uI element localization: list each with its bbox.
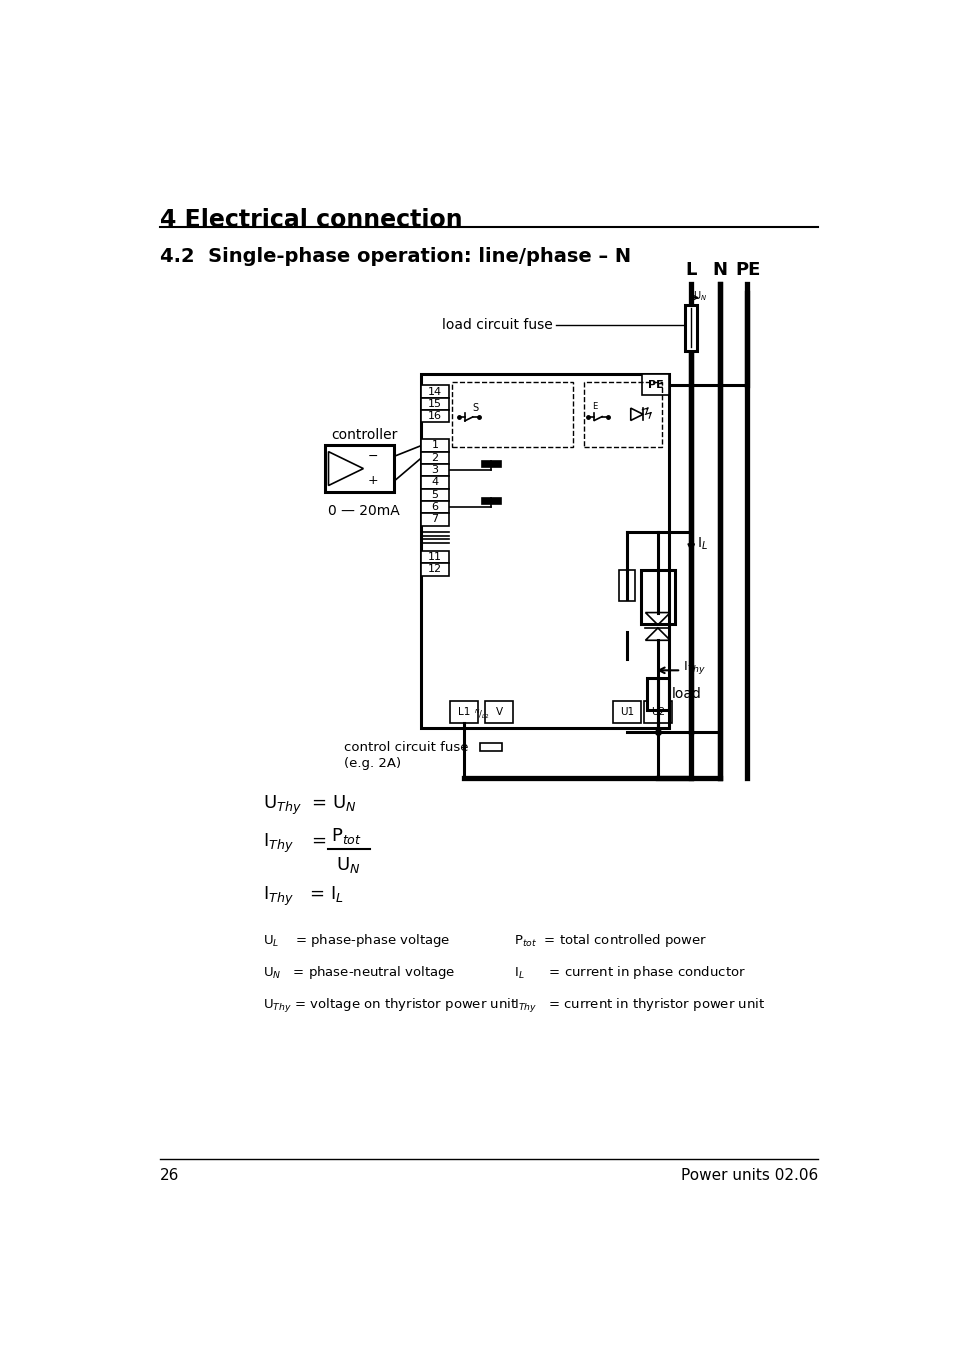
Text: Power units 02.06: Power units 02.06 <box>680 1167 818 1182</box>
Text: 11: 11 <box>428 553 441 562</box>
Text: E: E <box>592 403 597 411</box>
Bar <box>643 701 671 723</box>
Text: 14: 14 <box>428 386 441 397</box>
Bar <box>421 463 448 477</box>
Text: 12: 12 <box>428 565 441 574</box>
Text: PE: PE <box>647 380 662 389</box>
Text: U$_{Thy}$ = voltage on thyristor power unit: U$_{Thy}$ = voltage on thyristor power u… <box>262 997 517 1015</box>
Text: +: + <box>367 474 377 488</box>
Bar <box>618 570 634 601</box>
Text: (e.g. 2A): (e.g. 2A) <box>344 757 400 770</box>
Bar <box>421 439 448 451</box>
Text: V: V <box>495 707 502 717</box>
Text: 16: 16 <box>428 411 441 422</box>
Bar <box>421 551 448 563</box>
Bar <box>421 501 448 513</box>
Text: U2: U2 <box>650 707 664 717</box>
Text: I$_L$: I$_L$ <box>696 536 707 553</box>
Text: I$_{Thy}$: I$_{Thy}$ <box>682 659 706 676</box>
Bar <box>646 678 668 711</box>
Bar <box>612 701 640 723</box>
Bar <box>421 397 448 411</box>
Text: 26: 26 <box>159 1167 179 1182</box>
Text: 6: 6 <box>431 503 438 512</box>
Text: =: = <box>311 832 325 850</box>
Text: $^N$/$_{L2}$: $^N$/$_{L2}$ <box>474 708 490 721</box>
Bar <box>421 477 448 489</box>
Bar <box>450 701 477 723</box>
Text: U$_L$    = phase-phase voltage: U$_L$ = phase-phase voltage <box>262 932 450 950</box>
Text: L: L <box>685 261 696 280</box>
Text: I$_{Thy}$: I$_{Thy}$ <box>262 832 294 855</box>
Text: U$_{Thy}$  = U$_N$: U$_{Thy}$ = U$_N$ <box>262 793 356 817</box>
Text: L1: L1 <box>457 707 470 717</box>
Text: P$_{tot}$: P$_{tot}$ <box>331 825 361 846</box>
Bar <box>480 743 501 751</box>
Bar <box>421 451 448 463</box>
Text: 7: 7 <box>431 515 438 524</box>
Text: 0 — 20mA: 0 — 20mA <box>328 504 400 517</box>
Text: PE: PE <box>735 261 760 280</box>
Bar <box>452 381 572 447</box>
Text: P$_{tot}$  = total controlled power: P$_{tot}$ = total controlled power <box>514 932 707 950</box>
Text: I$_{Thy}$   = I$_L$: I$_{Thy}$ = I$_L$ <box>262 885 343 908</box>
Bar <box>421 411 448 423</box>
Bar <box>421 385 448 397</box>
Bar <box>640 570 674 624</box>
Bar <box>583 381 661 447</box>
Text: 1: 1 <box>431 440 438 450</box>
Text: 4.2  Single-phase operation: line/phase – N: 4.2 Single-phase operation: line/phase –… <box>159 247 630 266</box>
Bar <box>484 701 513 723</box>
Text: 3: 3 <box>431 465 438 476</box>
Text: N: N <box>712 261 726 280</box>
Bar <box>481 461 500 467</box>
Text: load circuit fuse: load circuit fuse <box>442 319 553 332</box>
Text: control circuit fuse: control circuit fuse <box>344 742 468 754</box>
Bar <box>684 304 697 351</box>
Bar <box>421 374 669 728</box>
Text: I$_L$      = current in phase conductor: I$_L$ = current in phase conductor <box>514 965 745 981</box>
Text: U$_N$   = phase-neutral voltage: U$_N$ = phase-neutral voltage <box>262 965 455 981</box>
Bar <box>421 513 448 526</box>
Bar <box>324 446 394 492</box>
Bar <box>641 374 669 396</box>
Text: U1: U1 <box>619 707 634 717</box>
Text: S: S <box>472 403 478 413</box>
Text: 2: 2 <box>431 453 438 463</box>
Text: U$_N$: U$_N$ <box>692 289 706 303</box>
Text: 4 Electrical connection: 4 Electrical connection <box>159 208 461 232</box>
Bar <box>421 489 448 501</box>
Bar <box>421 563 448 576</box>
Text: −: − <box>367 450 377 463</box>
Text: controller: controller <box>331 428 396 442</box>
Text: 5: 5 <box>431 490 438 500</box>
Text: load: load <box>671 688 701 701</box>
Text: 15: 15 <box>428 399 441 409</box>
Bar <box>481 497 500 504</box>
Text: 4: 4 <box>431 477 438 488</box>
Text: U$_N$: U$_N$ <box>335 855 360 875</box>
Text: I$_{Thy}$   = current in thyristor power unit: I$_{Thy}$ = current in thyristor power u… <box>514 997 765 1015</box>
